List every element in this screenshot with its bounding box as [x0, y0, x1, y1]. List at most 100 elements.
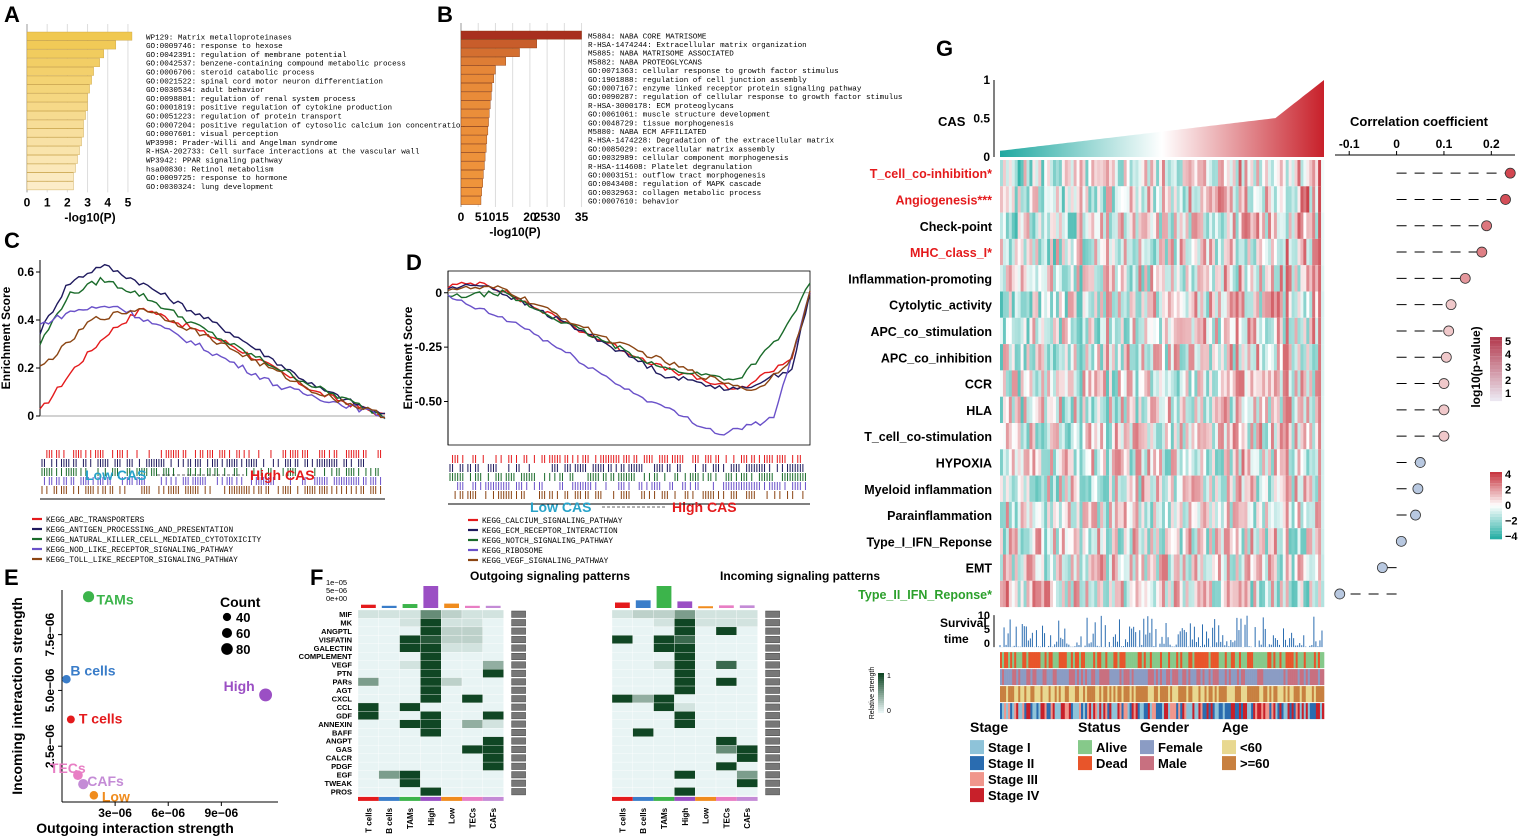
- heat-cell: [1064, 212, 1069, 239]
- heat-cell: [1176, 370, 1180, 397]
- heat-cell: [1147, 580, 1151, 608]
- heat-cell: [1282, 580, 1287, 608]
- annotation-cell: [1228, 669, 1232, 686]
- annotation-cell: [1313, 703, 1317, 720]
- pvalue-colorbar: [1490, 353, 1502, 357]
- heat-cell: [1100, 265, 1104, 292]
- heat-cell: [1114, 186, 1119, 213]
- heat-cell: [1103, 423, 1107, 450]
- heat-cell: [1270, 475, 1275, 502]
- heat-cell: [1279, 160, 1284, 187]
- heat-cell: [1279, 370, 1284, 397]
- annotation-cell: [1180, 686, 1183, 703]
- bar: [460, 161, 485, 171]
- heat-cell: [1276, 501, 1281, 529]
- heat-cell: [1132, 212, 1136, 239]
- heat-cell: [1229, 212, 1233, 239]
- heat-cell: [1321, 528, 1325, 555]
- heat-cell: [1032, 423, 1036, 450]
- annotation-cell: [1016, 652, 1019, 669]
- x-tick-label: 0: [24, 195, 31, 209]
- heat-cell: [1259, 291, 1263, 318]
- heat-cell: [1164, 396, 1169, 423]
- annotation-cell: [1113, 669, 1116, 686]
- heat-cell: [1226, 370, 1231, 397]
- heat-cell: [1094, 317, 1098, 345]
- heat-colorbar: [1490, 486, 1502, 489]
- heat-cell: [1097, 291, 1101, 318]
- heat-cell: [695, 736, 717, 746]
- heat-cell: [1250, 528, 1254, 555]
- annotation-cell: [1056, 703, 1060, 720]
- heat-cell: [1085, 370, 1089, 397]
- heat-cell: [1197, 344, 1201, 371]
- heat-cell: [1303, 186, 1307, 213]
- heat-cell: [1226, 423, 1231, 450]
- heat-cell: [1253, 528, 1257, 555]
- heat-cell: [1182, 291, 1186, 318]
- heat-cell: [1111, 291, 1116, 318]
- heat-cell: [1058, 370, 1063, 397]
- heat-cell: [1000, 238, 1004, 266]
- heat-cell: [378, 753, 400, 763]
- heat-cell: [1241, 291, 1245, 318]
- heat-cell: [1067, 344, 1071, 371]
- heat-cell: [1235, 317, 1239, 345]
- heat-cell: [1176, 501, 1180, 529]
- annotation-cell: [1243, 686, 1246, 703]
- heat-cell: [1185, 475, 1189, 502]
- annotation-cell: [1052, 652, 1055, 669]
- heat-cell: [1253, 317, 1257, 345]
- row-total-bar: [511, 619, 526, 627]
- heat-cell: [1291, 475, 1295, 502]
- legend-label: Male: [1158, 756, 1187, 771]
- heat-cell: [1008, 344, 1013, 371]
- bar: [460, 82, 493, 92]
- heat-cell: [1259, 580, 1263, 608]
- heat-cell: [1079, 265, 1083, 292]
- heat-cell: [1032, 396, 1036, 423]
- heat-cell: [1156, 449, 1160, 476]
- heat-cell: [1235, 554, 1239, 581]
- heat-cell: [1235, 449, 1239, 476]
- term-label: GO:0021522: spinal cord motor neuron dif…: [146, 78, 383, 86]
- heat-cell: [1232, 396, 1236, 423]
- heat-cell: [1114, 212, 1119, 239]
- annotation-cell: [1180, 652, 1183, 669]
- es-curve-4: [39, 307, 385, 419]
- row-total-bar: [765, 779, 780, 787]
- annotation-cell: [1101, 703, 1104, 720]
- heat-cell: [1306, 370, 1310, 397]
- heat-cell: [1073, 423, 1077, 450]
- bar: [460, 187, 482, 197]
- heat-cell: [1244, 554, 1248, 581]
- heat-cell: [1050, 580, 1054, 608]
- heat-cell: [1100, 423, 1104, 450]
- heat-cell: [1111, 317, 1116, 345]
- annotation-cell: [1218, 703, 1222, 720]
- heat-colorbar: [1490, 497, 1502, 501]
- annotation-cell: [1068, 686, 1072, 703]
- annotation-cell: [1299, 669, 1303, 686]
- heat-cell: [1111, 580, 1116, 608]
- heat-cell: [1220, 212, 1225, 239]
- heat-cell: [1318, 291, 1322, 318]
- heat-cell: [1076, 160, 1080, 187]
- annotation-cell: [1224, 652, 1228, 669]
- heat-cell: [1244, 580, 1248, 608]
- annotation-cell: [1186, 652, 1189, 669]
- heat-cell: [1008, 160, 1013, 187]
- annotation-cell: [1178, 669, 1181, 686]
- es-curve-0: [447, 281, 811, 390]
- annotation-cell: [1014, 652, 1017, 669]
- heat-cell: [1212, 186, 1216, 213]
- heat-cell: [420, 787, 442, 797]
- heat-cell: [632, 736, 654, 746]
- annotation-cell: [1000, 652, 1003, 669]
- heat-cell: [1094, 423, 1098, 450]
- heat-cell: [632, 761, 654, 771]
- heat-cell: [1017, 423, 1021, 450]
- heat-cell: [1179, 554, 1183, 581]
- heat-cell: [1094, 370, 1098, 397]
- heat-cell: [441, 626, 463, 636]
